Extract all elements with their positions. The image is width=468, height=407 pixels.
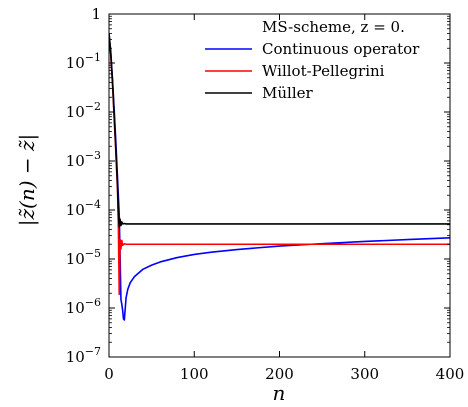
y-tick-label: 10−5 xyxy=(66,247,101,268)
y-tick-label: 10−2 xyxy=(66,100,101,121)
y-tick-label: 10−3 xyxy=(66,149,101,170)
x-tick-label: 200 xyxy=(265,365,294,383)
x-tick-label: 300 xyxy=(350,365,379,383)
y-tick-label: 1 xyxy=(91,5,101,23)
x-tick-label: 400 xyxy=(436,365,465,383)
series-layer xyxy=(109,33,450,321)
series-line-m-ller xyxy=(109,33,450,228)
plot-area xyxy=(109,14,450,357)
plot-background xyxy=(109,14,450,357)
y-tick-label: 10−7 xyxy=(66,345,101,366)
legend-title: MS-scheme, z = 0. xyxy=(262,18,405,36)
legend-label-m-ller: Müller xyxy=(262,84,313,102)
y-tick-label: 10−4 xyxy=(66,198,101,219)
x-axis-label: n xyxy=(273,381,286,405)
x-tick-label: 100 xyxy=(180,365,209,383)
y-axis-label: |z̃(n) − z̃| xyxy=(15,134,40,227)
legend: MS-scheme, z = 0. Continuous operator Will… xyxy=(205,18,420,102)
x-tick-label: 0 xyxy=(104,365,114,383)
legend-label-willot-pellegrini: Willot-Pellegrini xyxy=(262,62,385,80)
y-tick-label: 10−1 xyxy=(66,51,101,72)
y-tick-label: 10−6 xyxy=(66,296,101,317)
axes-layer: 0 100 200 300 400 1 10−1 10−2 10−3 10−4 10−5 10−6 10… xyxy=(66,5,465,383)
legend-label-continuous-operator: Continuous operator xyxy=(262,40,420,58)
